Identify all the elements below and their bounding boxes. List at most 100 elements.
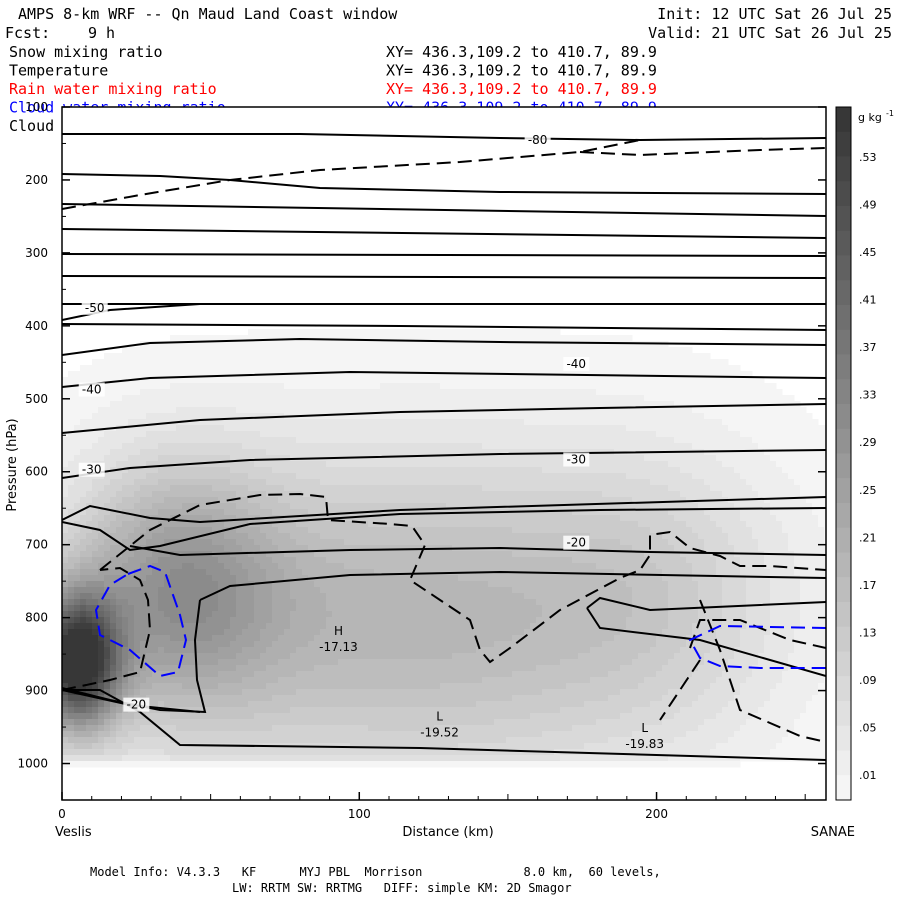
shade-cell	[80, 371, 87, 378]
shade-cell	[140, 491, 147, 498]
shade-cell	[434, 479, 441, 486]
shade-cell	[224, 713, 231, 720]
shade-cell	[368, 347, 375, 354]
shade-cell	[128, 575, 135, 582]
shade-cell	[134, 659, 141, 666]
shade-cell	[254, 419, 261, 426]
shade-cell	[326, 413, 333, 420]
shade-cell	[134, 455, 141, 462]
shade-cell	[206, 581, 213, 588]
shade-cell	[428, 431, 435, 438]
shade-cell	[260, 761, 267, 768]
shade-cell	[452, 557, 459, 564]
shade-cell	[374, 737, 381, 744]
shade-cell	[356, 569, 363, 576]
shade-cell	[146, 641, 153, 648]
shade-cell	[218, 605, 225, 612]
shade-cell	[362, 749, 369, 756]
shade-cell	[152, 389, 159, 396]
shade-cell	[392, 479, 399, 486]
shade-cell	[182, 623, 189, 630]
shade-cell	[374, 485, 381, 492]
shade-cell	[68, 479, 75, 486]
shade-cell	[368, 671, 375, 678]
shade-cell	[194, 431, 201, 438]
shade-cell	[410, 497, 417, 504]
shade-cell	[458, 659, 465, 666]
shade-cell	[416, 647, 423, 654]
shade-cell	[386, 503, 393, 510]
shade-cell	[350, 431, 357, 438]
shade-cell	[350, 527, 357, 534]
shade-cell	[128, 497, 135, 504]
shade-cell	[242, 569, 249, 576]
shade-cell	[362, 485, 369, 492]
shade-cell	[122, 413, 129, 420]
shade-cell	[182, 473, 189, 480]
shade-cell	[92, 455, 99, 462]
shade-cell	[152, 413, 159, 420]
shade-cell	[242, 557, 249, 564]
shade-cell	[194, 395, 201, 402]
field-xy: XY= 436.3,109.2 to 410.7, 89.9	[386, 80, 657, 98]
shade-cell	[398, 365, 405, 372]
shade-cell	[446, 653, 453, 660]
shade-cell	[272, 635, 279, 642]
shade-cell	[422, 449, 429, 456]
shade-cell	[86, 641, 93, 648]
shade-cell	[308, 437, 315, 444]
shade-cell	[158, 731, 165, 738]
shade-cell	[98, 365, 105, 372]
shade-cell	[338, 533, 345, 540]
shade-cell	[194, 497, 201, 504]
shade-cell	[200, 377, 207, 384]
shade-cell	[356, 443, 363, 450]
shade-cell	[104, 725, 111, 732]
shade-cell	[164, 395, 171, 402]
shade-cell	[212, 497, 219, 504]
shade-cell	[356, 407, 363, 414]
shade-cell	[284, 425, 291, 432]
shade-cell	[266, 737, 273, 744]
shade-cell	[338, 623, 345, 630]
shade-cell	[146, 647, 153, 654]
shade-cell	[470, 557, 477, 564]
shade-cell	[476, 425, 483, 432]
shade-cell	[338, 491, 345, 498]
shade-cell	[254, 497, 261, 504]
shade-cell	[410, 437, 417, 444]
shade-cell	[194, 449, 201, 456]
shade-cell	[80, 689, 87, 696]
shade-cell	[320, 593, 327, 600]
shade-cell	[98, 443, 105, 450]
shade-cell	[74, 623, 81, 630]
shade-cell	[128, 383, 135, 390]
shade-cell	[74, 635, 81, 642]
shade-cell	[302, 407, 309, 414]
shade-cell	[224, 533, 231, 540]
shade-cell	[164, 761, 171, 768]
shade-cell	[392, 455, 399, 462]
shade-cell	[404, 683, 411, 690]
shade-cell	[440, 425, 447, 432]
shade-cell	[434, 467, 441, 474]
shade-cell	[290, 563, 297, 570]
shade-cell	[206, 407, 213, 414]
shade-cell	[218, 533, 225, 540]
shade-cell	[338, 557, 345, 564]
shade-cell	[128, 395, 135, 402]
shade-cell	[128, 623, 135, 630]
shade-cell	[398, 377, 405, 384]
shade-cell	[68, 665, 75, 672]
shade-cell	[200, 389, 207, 396]
shade-cell	[398, 707, 405, 714]
shade-cell	[158, 401, 165, 408]
shade-cell	[284, 437, 291, 444]
shade-cell	[86, 623, 93, 630]
shade-cell	[62, 401, 69, 408]
shade-cell	[266, 341, 273, 348]
shade-cell	[452, 743, 459, 750]
shade-cell	[458, 737, 465, 744]
shade-cell	[212, 641, 219, 648]
shade-cell	[212, 413, 219, 420]
